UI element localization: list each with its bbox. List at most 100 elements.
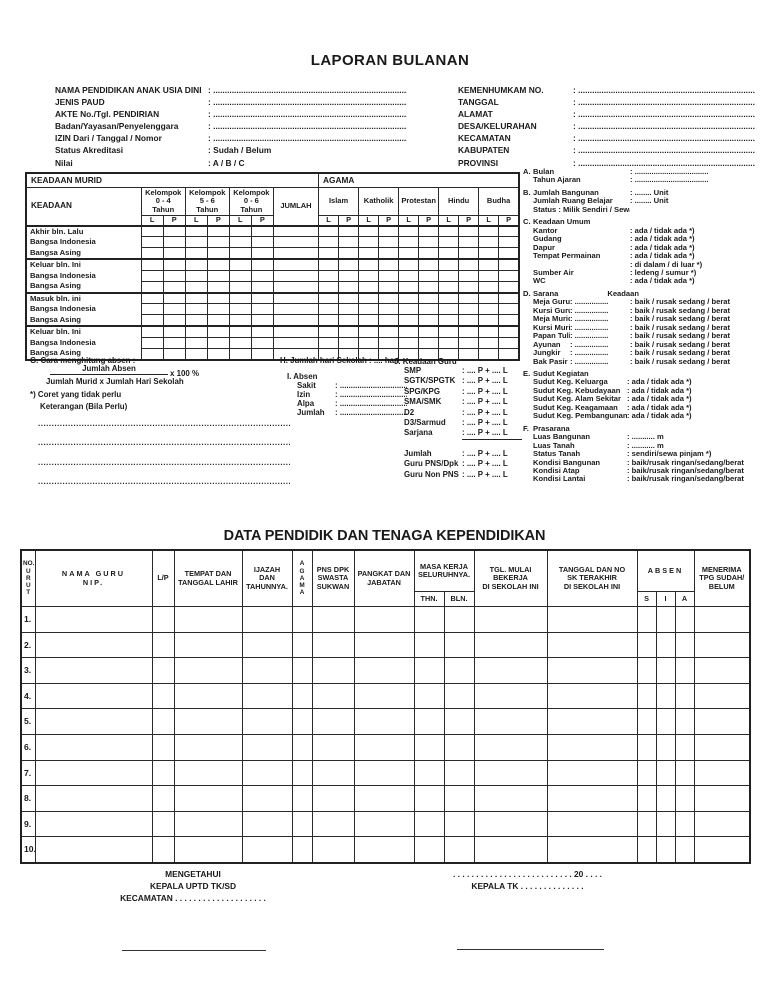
panel-label bbox=[533, 261, 630, 269]
teacher-cell bbox=[151, 733, 175, 761]
panel-section-d: D. Sarana Keadaan Meja Guru: ..............… bbox=[523, 289, 766, 366]
murid-cell bbox=[206, 280, 230, 294]
teacher-cell bbox=[443, 785, 475, 812]
header-left-fields: NAMA PENDIDIKAN ANAK USIA DINI: ........… bbox=[55, 84, 407, 169]
panel-value: : ada / tidak ada *) bbox=[630, 277, 695, 286]
teacher-cell bbox=[353, 733, 415, 761]
panel-label: Bak Pasir bbox=[533, 357, 568, 366]
field-value: : .... P + .... L bbox=[462, 469, 508, 479]
field-value: : .... P + .... L bbox=[462, 428, 522, 440]
panel-value: : di dalam / di luar *) bbox=[630, 260, 703, 269]
field-label: Badan/Yayasan/Penyelenggara bbox=[55, 121, 179, 132]
panel-value: : ada / tidak ada *) bbox=[627, 403, 692, 412]
murid-cell bbox=[418, 336, 440, 349]
murid-cell bbox=[318, 303, 340, 316]
panel-label: Kondisi Bangunan bbox=[533, 458, 601, 467]
teacher-cell bbox=[353, 682, 415, 710]
teacher-cell bbox=[473, 682, 548, 710]
teacher-cell bbox=[291, 810, 313, 838]
murid-cell bbox=[438, 325, 460, 338]
teacher-cell bbox=[674, 631, 695, 659]
panel-label: Sudut Keg. Kebudayaan bbox=[533, 386, 621, 395]
field-value: : Sudah / Belum bbox=[208, 145, 272, 156]
murid-cell bbox=[250, 236, 274, 249]
panel-value: : ........... m bbox=[627, 441, 664, 450]
murid-cell bbox=[338, 303, 360, 316]
murid-cell bbox=[250, 280, 274, 294]
murid-cell bbox=[184, 314, 208, 327]
field-value: : ......................................… bbox=[208, 85, 407, 95]
section-j-keadaan-guru: J. Keadaan Guru SMP: .... P + .... L SGTK… bbox=[394, 357, 522, 480]
col-absen-a: A bbox=[674, 591, 695, 607]
panel-row: Sumber Air: ledeng / sumur *) bbox=[533, 269, 766, 277]
murid-cell bbox=[358, 269, 380, 282]
murid-cell bbox=[398, 247, 420, 260]
panel-row: Dapur: ada / tidak ada *) bbox=[533, 244, 766, 252]
panel-row: Papan Tulis: ................: baik / ru… bbox=[533, 332, 766, 340]
murid-cell bbox=[338, 236, 360, 249]
teacher-cell bbox=[151, 785, 175, 812]
field-value: : ......................................… bbox=[573, 145, 755, 156]
teacher-cell bbox=[546, 733, 638, 761]
field-label: DESA/KELURAHAN bbox=[458, 121, 537, 132]
murid-cell bbox=[228, 291, 252, 305]
murid-cell bbox=[418, 247, 440, 260]
murid-cell bbox=[398, 291, 420, 305]
footer-kepala-tk: KEPALA TK . . . . . . . . . . . . . . bbox=[471, 881, 584, 891]
teacher-cell bbox=[151, 836, 175, 864]
panel-value: : baik/rusak ringan/sedang/berat bbox=[627, 475, 744, 484]
murid-cell bbox=[162, 247, 186, 260]
signature-line bbox=[122, 950, 266, 951]
field-row: SGTK/SPGTK: .... P + .... L bbox=[404, 376, 522, 386]
teacher-cell bbox=[546, 810, 638, 838]
murid-cell bbox=[318, 291, 340, 305]
panel-label: Sudut Keg. Keluarga bbox=[533, 378, 608, 387]
panel-label: Meja Murid bbox=[533, 315, 570, 324]
field-label: Sarjana bbox=[404, 428, 433, 438]
teacher-cell bbox=[636, 759, 657, 787]
teacher-cell bbox=[546, 657, 638, 684]
murid-cell bbox=[184, 269, 208, 282]
murid-cell bbox=[378, 258, 400, 271]
field-label: Sakit bbox=[297, 381, 316, 390]
panel-label: Meja Guru bbox=[533, 298, 570, 307]
murid-cell bbox=[378, 269, 400, 282]
agama-header: Budha bbox=[478, 187, 520, 216]
murid-cell bbox=[140, 336, 164, 349]
panel-section-b: B. Jumlah Bangunan: ........ Unit Jumlah R… bbox=[523, 188, 766, 214]
murid-cell bbox=[162, 224, 186, 238]
p-header: P bbox=[250, 214, 274, 227]
murid-cell bbox=[184, 291, 208, 305]
murid-cell bbox=[272, 347, 320, 361]
murid-cell bbox=[206, 303, 230, 316]
murid-cell bbox=[478, 280, 500, 294]
teacher-row: 9. bbox=[20, 810, 751, 838]
col-ijazah: IJAZAH DAN TAHUNNYA. bbox=[241, 549, 293, 607]
row-group-label: Keluar bln. Ini Bangsa Indonesia Bangsa … bbox=[25, 325, 142, 361]
murid-cell bbox=[338, 258, 360, 271]
section-letter: F. bbox=[523, 423, 529, 433]
teacher-cell bbox=[353, 810, 415, 838]
panel-row: Bak Pasir: ................: baik / rusa… bbox=[533, 358, 766, 366]
teacher-cell bbox=[674, 785, 695, 812]
l-header: L bbox=[358, 214, 380, 227]
l-header: L bbox=[140, 214, 164, 227]
field-label: KEMENHUMKAM NO. bbox=[458, 85, 544, 95]
murid-cell bbox=[458, 303, 480, 316]
panel-label: Papan Tulis bbox=[533, 332, 570, 341]
panel-value: : ................................... bbox=[630, 168, 709, 176]
teacher-cell bbox=[693, 836, 751, 864]
teacher-row: 3. bbox=[20, 657, 751, 684]
teacher-cell bbox=[636, 682, 657, 710]
teacher-cell bbox=[473, 733, 548, 761]
row-number: 10. bbox=[20, 836, 36, 864]
teacher-cell bbox=[546, 708, 638, 735]
murid-cell bbox=[338, 314, 360, 327]
teacher-cell bbox=[151, 657, 175, 684]
l-header: L bbox=[318, 214, 340, 227]
panel-dots: : ................ bbox=[570, 298, 609, 307]
teacher-cell bbox=[291, 759, 313, 787]
murid-cell bbox=[498, 303, 520, 316]
teacher-cell bbox=[291, 682, 313, 710]
panel-dots: : ................ bbox=[570, 306, 609, 315]
